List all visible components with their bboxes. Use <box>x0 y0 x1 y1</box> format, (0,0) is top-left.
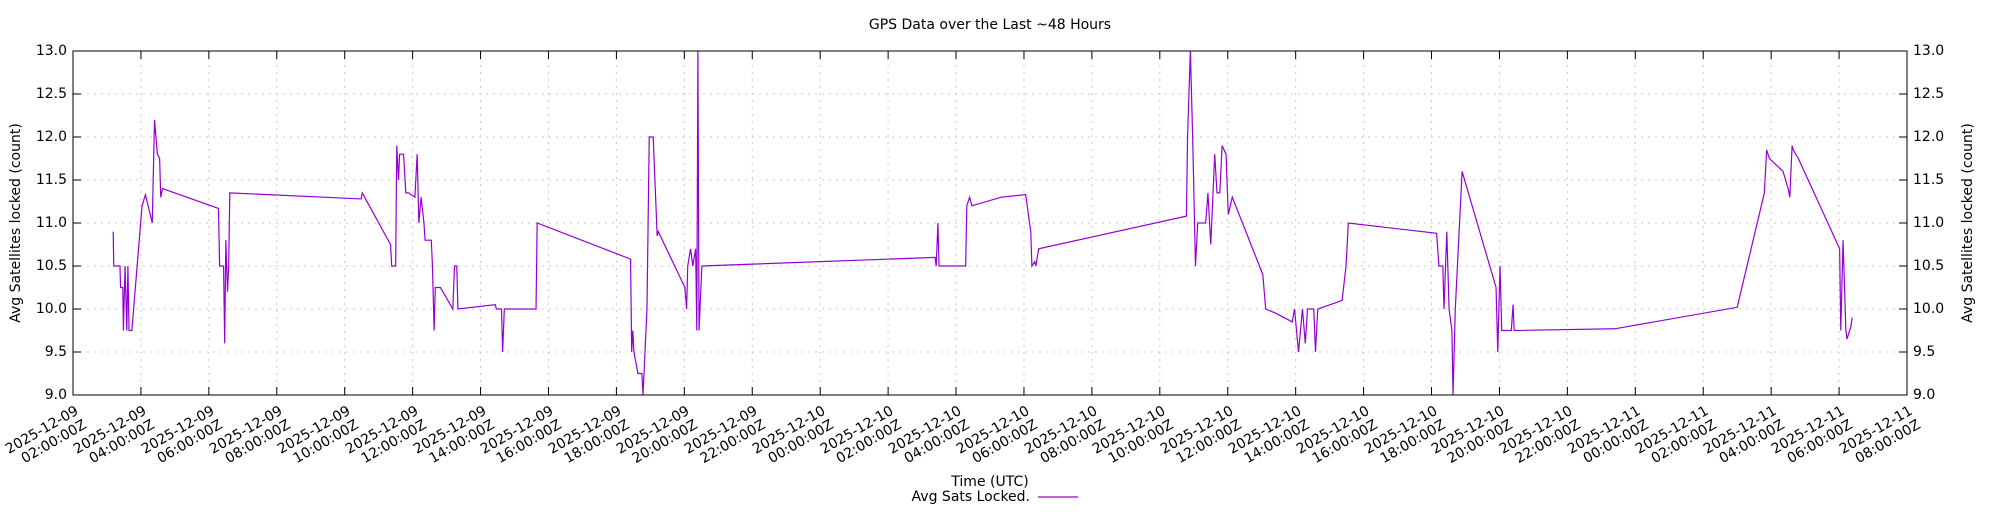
plot-frame <box>72 50 1908 396</box>
y-tick-label: 12.5 <box>36 86 67 102</box>
y-tick-label: 11.0 <box>36 215 67 231</box>
y-tick-label: 11.5 <box>36 172 67 188</box>
chart-title: GPS Data over the Last ~48 Hours <box>869 17 1111 33</box>
y2-tick-label: 10.0 <box>1913 301 1944 317</box>
y-tick-label: 9.5 <box>45 344 67 360</box>
y-tick-label: 12.0 <box>36 129 67 145</box>
y2-tick-label: 12.5 <box>1913 86 1944 102</box>
y-tick-label: 10.5 <box>36 258 67 274</box>
legend-label: Avg Sats Locked. <box>912 489 1030 505</box>
data-line <box>112 51 1853 395</box>
y-tick-label: 9.0 <box>45 387 67 403</box>
y2-tick-label: 9.5 <box>1913 344 1935 360</box>
y2-axis-label: Avg Satellites locked (count) <box>1960 123 1976 323</box>
y2-tick-label: 11.5 <box>1913 172 1944 188</box>
y2-tick-label: 10.5 <box>1913 258 1944 274</box>
y2-tick-label: 12.0 <box>1913 129 1944 145</box>
y-tick-label: 13.0 <box>36 43 67 59</box>
y-axis-label: Avg Satellites locked (count) <box>8 123 24 323</box>
y-tick-label: 10.0 <box>36 301 67 317</box>
y2-tick-label: 13.0 <box>1913 43 1944 59</box>
y2-tick-label: 9.0 <box>1913 387 1935 403</box>
x-axis-label: Time (UTC) <box>950 474 1028 490</box>
y2-tick-label: 11.0 <box>1913 215 1944 231</box>
